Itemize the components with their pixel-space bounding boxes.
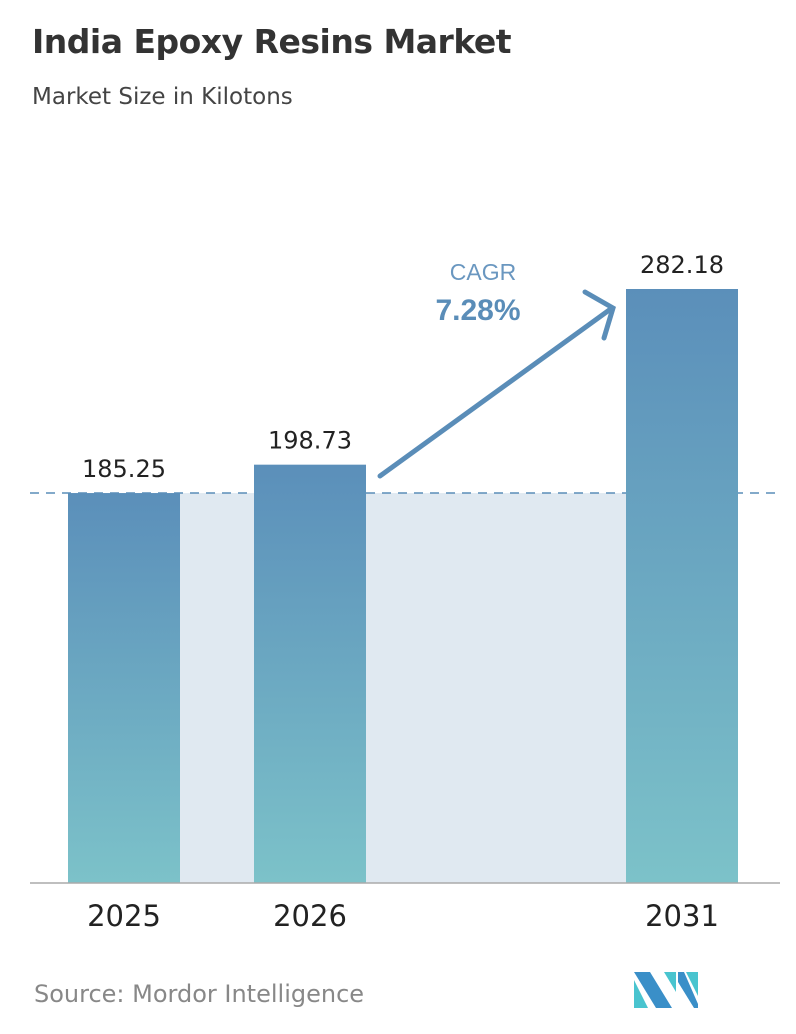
- bar-2026: [254, 464, 366, 883]
- bar-2031: [626, 289, 738, 883]
- value-label-2031: 282.18: [640, 251, 724, 279]
- value-label-2026: 198.73: [268, 427, 352, 455]
- chart-title: India Epoxy Resins Market: [32, 22, 512, 61]
- mordor-logo-icon: [634, 972, 698, 1008]
- x-tick-label-2026: 2026: [273, 899, 347, 933]
- source-text: Source: Mordor Intelligence: [34, 980, 365, 1008]
- cagr-arrow-icon: [377, 289, 616, 479]
- cagr-value: 7.28%: [435, 294, 520, 327]
- bar-2025: [68, 493, 180, 883]
- x-tick-label-2025: 2025: [87, 899, 161, 933]
- chart-subtitle: Market Size in Kilotons: [32, 84, 293, 110]
- x-tick-label-2031: 2031: [645, 899, 719, 933]
- cagr-label: CAGR: [450, 259, 516, 285]
- value-label-2025: 185.25: [82, 455, 166, 483]
- bar-chart: 185.25 2025 198.73 2026 282.18 2031 CAGR 7.28…: [30, 251, 780, 933]
- baseline-shade: [180, 493, 626, 883]
